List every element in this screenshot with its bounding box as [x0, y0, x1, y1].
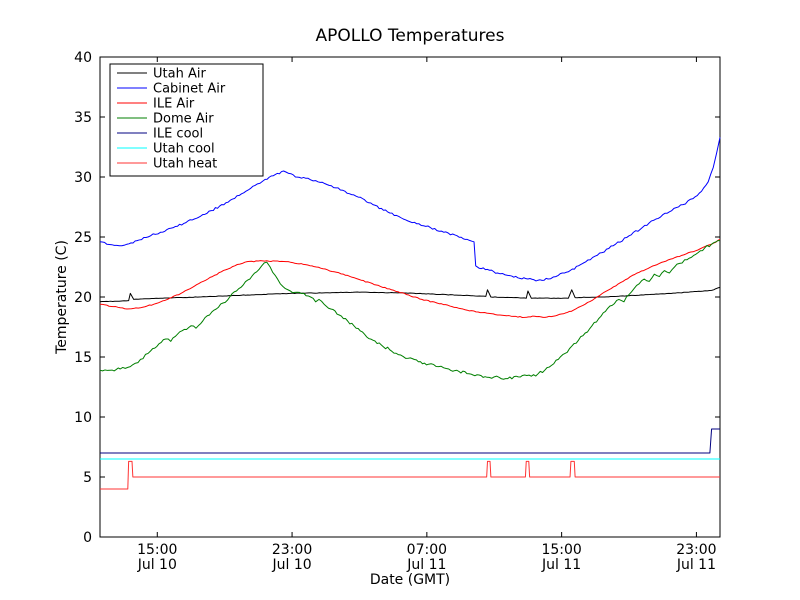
x-tick-date: Jul 10: [271, 557, 311, 573]
y-axis: 0 5 10 15 20 25 30 35 40: [74, 50, 720, 546]
x-tick-time: 23:00: [676, 542, 716, 558]
x-tick-date: Jul 11: [676, 557, 716, 573]
series-dome-air: [99, 240, 721, 380]
x-tick-date: Jul 11: [541, 557, 581, 573]
legend-label: Dome Air: [153, 112, 214, 127]
legend-label: ILE Air: [153, 97, 195, 112]
x-tick-time: 23:00: [272, 542, 312, 558]
x-tick-time: 15:00: [137, 542, 177, 558]
y-tick-label: 20: [74, 290, 92, 306]
legend-label: Utah heat: [153, 157, 217, 172]
y-tick-label: 15: [74, 350, 92, 366]
series-cabinet-air: [99, 137, 721, 282]
legend-label: Cabinet Air: [153, 82, 226, 97]
y-tick-label: 40: [74, 50, 92, 66]
x-axis-label: Date (GMT): [369, 572, 451, 588]
legend-label: Utah cool: [153, 142, 215, 157]
series-utah-heat: [100, 460, 720, 490]
y-tick-label: 10: [74, 410, 92, 426]
x-tick-date: Jul 10: [137, 557, 177, 573]
x-tick-date: Jul 11: [406, 557, 446, 573]
legend-label: ILE cool: [153, 127, 203, 142]
chart-title: APOLLO Temperatures: [315, 26, 505, 46]
series-ile-air: [99, 238, 721, 318]
y-tick-label: 25: [74, 230, 92, 246]
legend-box: [109, 63, 264, 177]
y-axis-label: Temperature (C): [54, 240, 70, 354]
legend-label: Utah Air: [153, 67, 206, 82]
y-tick-label: 5: [83, 470, 92, 486]
x-tick-time: 15:00: [541, 542, 581, 558]
y-tick-label: 35: [74, 110, 92, 126]
y-tick-label: 0: [83, 530, 92, 546]
series-utah-air: [99, 286, 721, 303]
x-tick-time: 07:00: [407, 542, 447, 558]
series-ile-cool: [100, 428, 720, 454]
y-tick-label: 30: [74, 170, 92, 186]
